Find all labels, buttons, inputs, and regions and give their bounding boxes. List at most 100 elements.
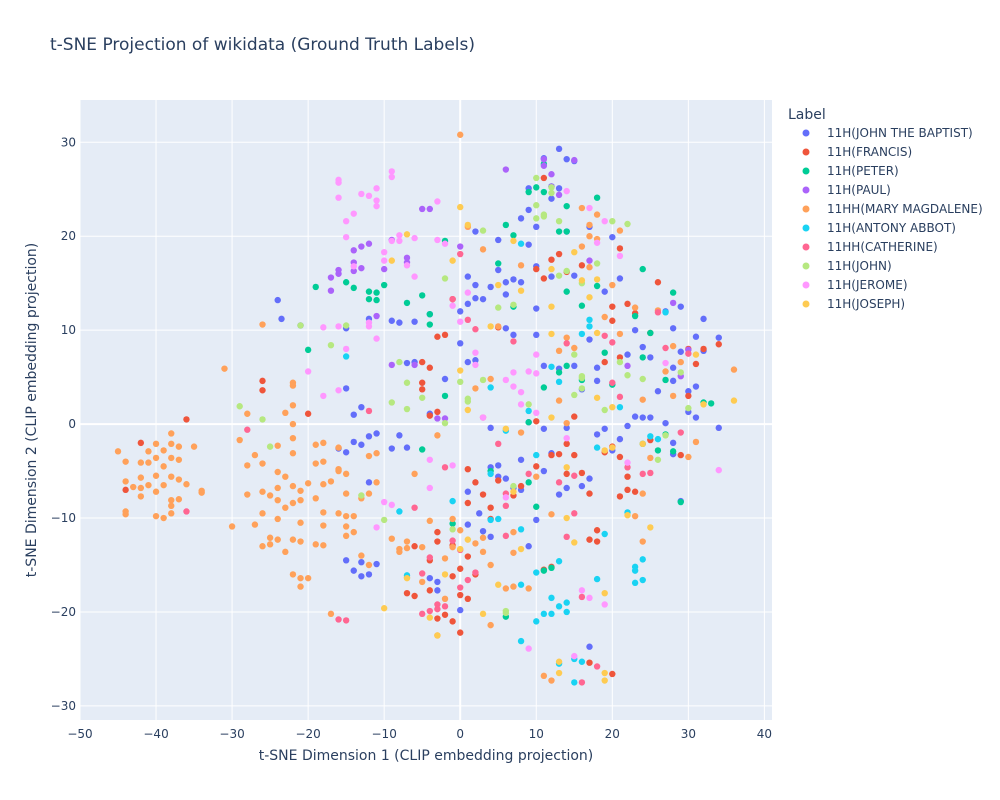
legend-item[interactable]: 11H(JOSEPH) — [802, 297, 906, 311]
data-point — [168, 440, 175, 448]
data-point — [418, 292, 426, 299]
legend-item[interactable]: 11H(JEROME) — [802, 278, 908, 292]
data-point — [487, 516, 494, 524]
data-point — [624, 372, 631, 379]
data-point — [586, 323, 593, 330]
data-point — [548, 511, 555, 518]
data-point — [426, 205, 434, 213]
data-point — [510, 369, 517, 376]
data-point — [571, 413, 578, 420]
data-point — [418, 386, 426, 393]
data-point — [669, 364, 677, 371]
data-point — [434, 408, 441, 416]
data-point — [517, 401, 525, 408]
data-point — [426, 607, 434, 615]
data-point — [563, 533, 570, 541]
data-point — [677, 429, 684, 436]
data-point — [593, 444, 601, 451]
data-point — [449, 257, 456, 264]
data-point — [426, 321, 434, 328]
data-point — [555, 378, 563, 386]
data-point — [137, 459, 145, 466]
data-point — [152, 472, 160, 479]
data-point — [525, 206, 532, 214]
data-point — [502, 291, 510, 298]
legend-item[interactable]: 11HH(CATHERINE) — [802, 240, 938, 254]
data-point — [669, 377, 677, 385]
data-point — [525, 470, 532, 478]
data-point — [540, 467, 548, 475]
legend-item[interactable]: 11H(ANTONY ABBOT) — [802, 221, 956, 235]
data-point — [639, 414, 646, 421]
data-point — [434, 528, 441, 536]
data-point — [571, 272, 578, 279]
data-point — [540, 162, 548, 169]
data-point — [487, 533, 494, 541]
data-point — [278, 315, 285, 323]
data-point — [540, 275, 548, 282]
data-point — [373, 296, 380, 304]
data-point — [251, 451, 259, 459]
data-point — [578, 374, 586, 382]
data-point — [563, 514, 570, 522]
y-axis-ticks: −30 −20 −10 0 10 20 30 — [51, 135, 76, 713]
legend-item[interactable]: 11H(FRANCIS) — [802, 145, 913, 159]
data-point — [145, 448, 152, 455]
data-point — [274, 496, 281, 504]
legend-label: 11H(JOHN) — [827, 259, 892, 273]
data-point — [418, 358, 426, 366]
legend-marker — [802, 300, 810, 308]
data-point — [221, 365, 228, 372]
x-tick-label: −50 — [67, 727, 92, 741]
data-point — [373, 289, 380, 296]
data-point — [457, 584, 464, 591]
data-point — [380, 605, 388, 612]
data-point — [441, 555, 449, 562]
data-point — [487, 621, 494, 629]
data-point — [533, 569, 540, 576]
data-point — [449, 537, 456, 544]
data-point — [669, 439, 677, 447]
data-point — [358, 552, 365, 559]
data-point — [327, 478, 335, 485]
data-point — [578, 469, 586, 477]
data-point — [517, 526, 525, 533]
legend-item[interactable]: 11H(PETER) — [802, 164, 899, 178]
data-point — [616, 354, 624, 361]
data-point — [441, 611, 449, 618]
data-point — [327, 610, 335, 618]
data-point — [145, 481, 152, 489]
data-point — [335, 444, 342, 451]
data-point — [586, 316, 593, 324]
data-point — [533, 184, 540, 191]
data-point — [464, 595, 472, 603]
data-point — [365, 288, 373, 295]
data-point — [525, 188, 532, 196]
data-point — [449, 515, 456, 523]
data-point — [479, 246, 487, 253]
data-point — [571, 351, 578, 358]
data-point — [571, 652, 578, 660]
data-point — [563, 187, 570, 195]
legend-item[interactable]: 11H(JOHN THE BAPTIST) — [802, 126, 973, 140]
legend-label: 11H(ANTONY ABBOT) — [827, 221, 956, 235]
legend-item[interactable]: 11HH(MARY MAGDALENE) — [802, 202, 983, 216]
data-point — [662, 432, 669, 439]
data-point — [510, 583, 517, 590]
legend-item[interactable]: 11H(PAUL) — [802, 183, 891, 197]
series-9 — [380, 203, 738, 684]
y-tick-label: −20 — [51, 605, 76, 619]
series-8 — [304, 168, 722, 660]
data-point — [639, 576, 646, 584]
data-point — [692, 351, 700, 358]
grid-lines — [79, 100, 772, 720]
legend-title: Label — [788, 107, 826, 123]
legend-marker — [802, 186, 810, 194]
legend-items: 11H(JOHN THE BAPTIST) 11H(FRANCIS) 11H(PET… — [802, 126, 983, 311]
legend-item[interactable]: 11H(JOHN) — [802, 259, 892, 273]
data-point — [677, 348, 684, 355]
data-point — [571, 510, 578, 517]
data-point — [365, 240, 373, 247]
data-point — [639, 538, 646, 545]
data-point — [525, 479, 532, 486]
